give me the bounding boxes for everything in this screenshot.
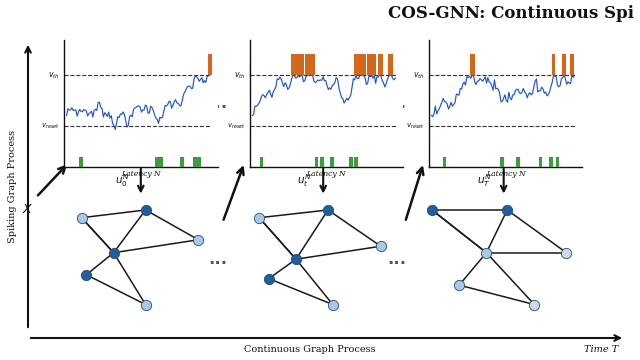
X-axis label: Latency N: Latency N (486, 170, 525, 178)
Bar (358, 54, 362, 75)
Point (561, 250, 572, 256)
Bar (79, 157, 83, 167)
Bar (197, 157, 201, 167)
Bar (349, 157, 353, 167)
Bar (372, 54, 376, 75)
Bar (180, 157, 184, 167)
Bar (500, 157, 504, 167)
Text: Continuous Graph Process: Continuous Graph Process (244, 345, 376, 354)
Bar (250, 63, 258, 77)
Bar (354, 54, 358, 75)
Bar (300, 54, 304, 75)
Bar (159, 157, 163, 167)
Point (291, 256, 301, 262)
Bar (472, 54, 476, 75)
Point (502, 207, 513, 213)
Bar (389, 54, 394, 75)
Bar (296, 54, 300, 75)
Bar (562, 54, 566, 75)
Bar (370, 54, 374, 75)
Bar (556, 157, 559, 167)
Bar (360, 54, 364, 75)
Text: Spiking Graph Process: Spiking Graph Process (8, 130, 17, 243)
Point (193, 237, 204, 243)
Bar (260, 157, 263, 167)
Point (77, 215, 87, 221)
Bar (309, 54, 313, 75)
Point (81, 272, 92, 278)
Text: $v_{reset}$: $v_{reset}$ (41, 122, 60, 131)
Text: $v_{reset}$: $v_{reset}$ (227, 122, 246, 131)
Point (328, 302, 338, 307)
Bar (359, 54, 363, 75)
Bar (362, 54, 366, 75)
Text: $v_{th}$: $v_{th}$ (413, 70, 425, 81)
Text: $u_0^N$: $u_0^N$ (115, 172, 129, 189)
Bar (325, 63, 333, 77)
Bar (292, 54, 296, 75)
Bar (307, 54, 310, 75)
Text: $u_t^N$: $u_t^N$ (297, 172, 311, 189)
Point (140, 207, 150, 213)
Bar (208, 54, 212, 75)
Bar (320, 157, 324, 167)
Bar (354, 157, 358, 167)
Text: $u_T^N$: $u_T^N$ (477, 172, 492, 189)
Point (264, 276, 274, 282)
Bar (299, 54, 303, 75)
Bar (538, 157, 542, 167)
Point (454, 282, 465, 288)
Bar (308, 54, 312, 75)
Text: ...: ... (208, 94, 227, 112)
Text: ...: ... (387, 94, 406, 112)
Bar (330, 157, 334, 167)
Text: $v_{th}$: $v_{th}$ (49, 70, 60, 81)
Text: $X$: $X$ (22, 203, 34, 216)
Point (254, 215, 264, 221)
Bar (367, 54, 371, 75)
Text: $v_{reset}$: $v_{reset}$ (406, 122, 425, 131)
Text: Post-spike: Post-spike (336, 66, 382, 75)
Bar (291, 54, 295, 75)
Bar (470, 54, 474, 75)
Bar (379, 54, 383, 75)
Point (108, 250, 119, 256)
Bar (552, 54, 556, 75)
Text: Time T: Time T (584, 345, 618, 354)
Bar (388, 54, 392, 75)
Point (427, 207, 437, 213)
Bar (570, 54, 574, 75)
Text: ...: ... (387, 250, 406, 268)
Point (140, 302, 150, 307)
Point (529, 302, 540, 307)
Bar (156, 157, 159, 167)
Point (323, 207, 333, 213)
X-axis label: Latency N: Latency N (307, 170, 346, 178)
Bar (378, 54, 381, 75)
X-axis label: Latency N: Latency N (121, 170, 161, 178)
Bar (310, 54, 315, 75)
Bar (193, 157, 197, 167)
Point (481, 250, 492, 256)
Bar (305, 54, 309, 75)
Text: $v_{th}$: $v_{th}$ (234, 70, 246, 81)
Point (376, 243, 386, 249)
Text: COS-GNN: Continuous Spi: COS-GNN: Continuous Spi (388, 5, 634, 22)
Text: ...: ... (208, 250, 227, 268)
Bar (443, 157, 446, 167)
Bar (549, 157, 553, 167)
Bar (315, 157, 318, 167)
Text: Pre-spike: Pre-spike (261, 66, 304, 75)
Bar (516, 157, 520, 167)
